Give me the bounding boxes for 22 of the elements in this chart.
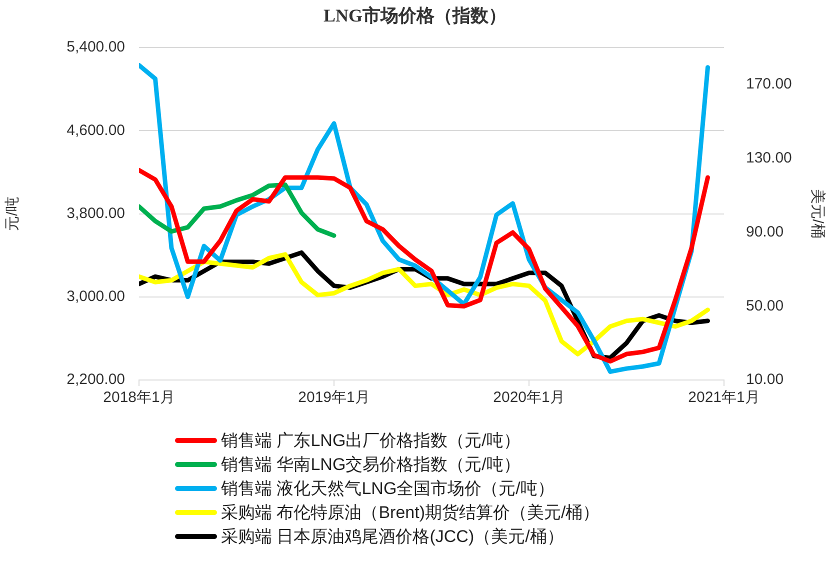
legend-label: 销售端 华南LNG交易价格指数（元/吨）: [221, 454, 520, 476]
chart-title: LNG市场价格（指数）: [323, 5, 507, 26]
y2-tick-label: 90.00: [746, 223, 784, 240]
x-tick-label: 2018年1月: [103, 389, 175, 406]
y-tick-label: 3,800.00: [66, 204, 125, 222]
y2-axis-title: 美元/桶: [808, 189, 826, 238]
y-axis-title: 元/吨: [4, 196, 22, 231]
x-tick-label: 2021年1月: [688, 389, 760, 406]
y-tick-label: 2,200.00: [66, 371, 125, 388]
y2-tick-label: 50.00: [746, 297, 784, 314]
legend-label: 采购端 布伦特原油（Brent)期货结算价（美元/桶）: [221, 502, 600, 524]
y-tick-label: 3,000.00: [66, 288, 125, 306]
x-tick-label: 2020年1月: [493, 389, 565, 406]
x-tick-label: 2019年1月: [298, 389, 370, 406]
y2-tick-label: 130.00: [746, 150, 792, 167]
y2-tick-label: 170.00: [746, 76, 792, 93]
legend-label: 采购端 日本原油鸡尾酒价格(JCC)（美元/桶）: [221, 526, 564, 548]
y2-tick-label: 10.00: [746, 371, 784, 388]
y-tick-label: 4,600.00: [66, 122, 125, 139]
legend-label: 销售端 液化天然气LNG全国市场价（元/吨）: [221, 478, 554, 500]
legend-label: 销售端 广东LNG出厂价格指数（元/吨）: [221, 430, 520, 452]
y-tick-label: 5,400.00: [66, 38, 125, 56]
